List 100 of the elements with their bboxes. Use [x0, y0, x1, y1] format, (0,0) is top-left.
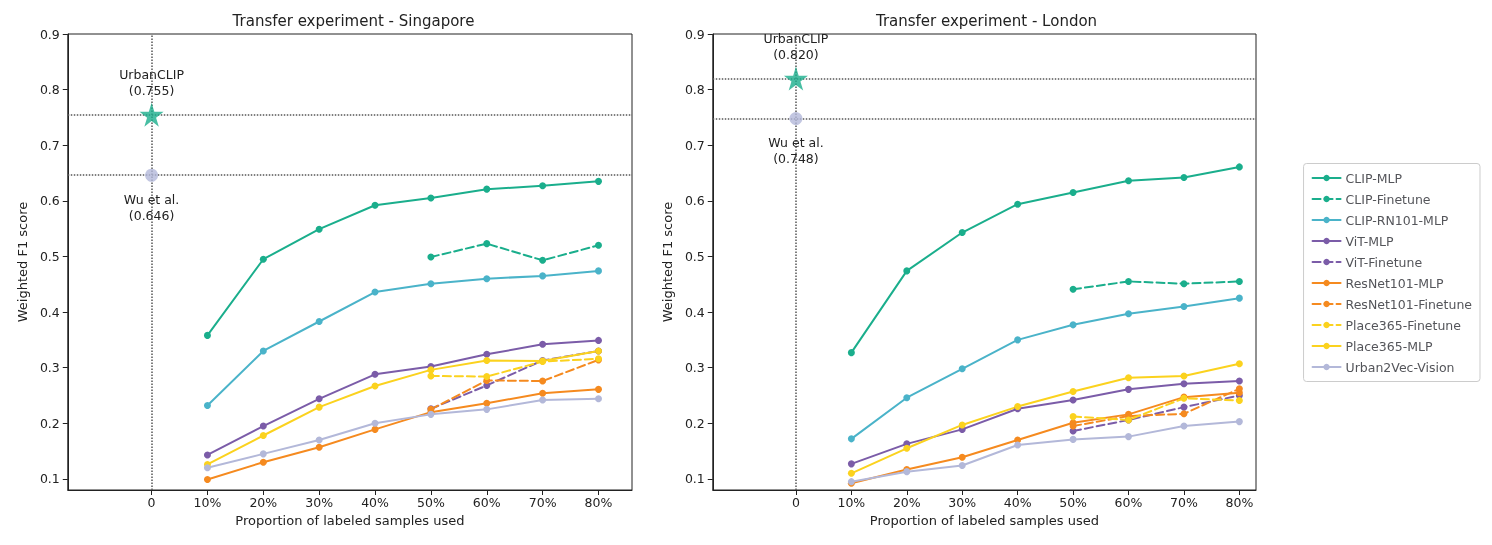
point	[483, 185, 491, 193]
point	[1235, 418, 1243, 426]
point	[259, 422, 267, 430]
point	[594, 385, 602, 393]
point	[847, 460, 855, 468]
point	[1069, 435, 1077, 443]
y-tick-label: 0.2	[684, 415, 705, 431]
point	[539, 389, 547, 397]
point	[259, 347, 267, 355]
y-tick-label: 0.6	[684, 193, 705, 209]
x-axis-title: Proportion of labeled samples used	[235, 512, 465, 528]
annotation: UrbanCLIP (0.820)	[763, 30, 829, 62]
x-tick-label: 70%	[528, 495, 557, 510]
point	[1069, 188, 1077, 196]
x-tick-label: 80%	[1225, 495, 1254, 510]
point	[371, 201, 379, 209]
point	[483, 350, 491, 358]
legend-label: CLIP-RN101-MLP	[1345, 212, 1449, 228]
point	[259, 450, 267, 458]
x-tick-label: 60%	[1114, 495, 1143, 510]
point	[371, 419, 379, 427]
x-tick-label: 20%	[249, 495, 278, 510]
y-tick-label: 0.5	[684, 248, 705, 264]
point	[371, 370, 379, 378]
y-tick-label: 0.4	[684, 304, 705, 320]
point	[259, 458, 267, 466]
y-tick-label: 0.3	[684, 360, 705, 376]
point	[958, 365, 966, 373]
x-tick-label: 60%	[472, 495, 501, 510]
y-tick-label: 0.7	[39, 137, 60, 153]
x-tick-label: 80%	[584, 495, 613, 510]
point	[847, 469, 855, 477]
x-tick-label: 70%	[1170, 495, 1198, 510]
point	[259, 432, 267, 439]
y-tick-label: 0.8	[684, 82, 705, 98]
point	[903, 394, 911, 402]
point	[1014, 200, 1022, 208]
y-tick-label: 0.9	[684, 26, 705, 42]
point	[315, 443, 323, 451]
point	[1125, 433, 1133, 441]
point	[1235, 294, 1243, 302]
point	[594, 395, 602, 403]
y-tick-label: 0.4	[39, 304, 60, 320]
point	[315, 318, 323, 325]
point	[259, 255, 267, 263]
y-tick-label: 0.1	[39, 471, 60, 487]
y-tick-label: 0.1	[684, 471, 705, 487]
point	[1014, 441, 1022, 449]
point	[483, 356, 491, 364]
point	[847, 349, 855, 357]
point	[1125, 277, 1133, 285]
point	[539, 340, 547, 348]
point	[539, 377, 547, 385]
point	[594, 336, 602, 344]
point	[539, 272, 547, 280]
y-tick-label: 0.6	[39, 193, 60, 209]
point	[483, 405, 491, 413]
point	[483, 399, 491, 407]
point	[958, 421, 966, 429]
point	[1180, 173, 1188, 181]
x-tick-label: 10%	[837, 495, 866, 510]
point	[371, 425, 379, 433]
point	[1069, 285, 1077, 293]
y-tick-label: 0.5	[39, 248, 60, 264]
x-tick-label: 40%	[1003, 495, 1032, 510]
x-tick-label: 50%	[416, 495, 445, 510]
point	[1235, 396, 1243, 404]
point	[1180, 410, 1188, 418]
legend-label: Place365-MLP	[1345, 338, 1433, 354]
point	[903, 267, 911, 275]
point	[203, 331, 211, 339]
point	[483, 275, 491, 283]
point	[1069, 388, 1077, 396]
point	[1235, 163, 1243, 171]
y-tick-label: 0.3	[39, 360, 60, 376]
point	[847, 435, 855, 443]
x-tick-label: 0	[147, 495, 156, 510]
point	[1235, 377, 1243, 385]
legend-label: CLIP-Finetune	[1345, 191, 1431, 207]
x-tick-label: 30%	[305, 495, 334, 510]
legend-label: ResNet101-MLP	[1345, 275, 1444, 291]
y-tick-label: 0.2	[39, 415, 60, 431]
x-tick-label: 50%	[1059, 495, 1088, 510]
legend-label: ViT-MLP	[1345, 233, 1395, 249]
y-tick-label: 0.7	[684, 137, 705, 153]
point	[789, 112, 803, 126]
point	[1069, 321, 1077, 329]
point	[145, 168, 159, 182]
point	[139, 102, 164, 127]
x-tick-label: 40%	[361, 495, 390, 510]
point	[958, 453, 966, 461]
y-tick-label: 0.9	[39, 26, 60, 42]
legend-label: ResNet101-Finetune	[1345, 296, 1473, 312]
point	[594, 241, 602, 249]
point	[1125, 385, 1133, 393]
point	[594, 177, 602, 185]
point	[903, 444, 911, 452]
legend-label: ViT-Finetune	[1345, 254, 1423, 270]
point	[203, 451, 211, 459]
legend-label: CLIP-MLP	[1345, 170, 1403, 186]
